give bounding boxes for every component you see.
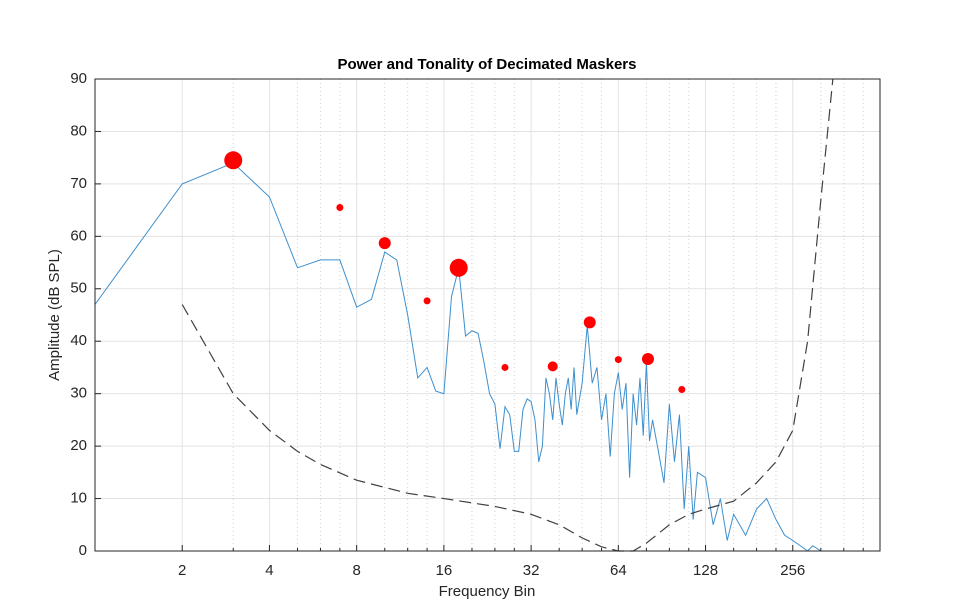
masker-point	[583, 316, 596, 329]
masker-point	[449, 258, 468, 277]
x-tick-label: 256	[780, 562, 805, 579]
y-tick-label: 10	[70, 490, 87, 507]
masker-point	[614, 356, 622, 364]
y-tick-label: 70	[70, 175, 87, 192]
y-tick-label: 80	[70, 122, 87, 139]
plot-area	[95, 79, 880, 551]
masker-point	[547, 361, 558, 372]
grid	[95, 78, 880, 552]
y-tick-label: 20	[70, 437, 87, 454]
chart-title: Power and Tonality of Decimated Maskers	[338, 56, 637, 73]
y-axis-label: Amplitude (dB SPL)	[46, 249, 63, 381]
x-tick-label: 128	[693, 562, 718, 579]
y-tick-label: 40	[70, 332, 87, 349]
y-tick-label: 50	[70, 280, 87, 297]
x-tick-label: 16	[436, 562, 453, 579]
masker-point	[224, 151, 243, 170]
masker-point	[378, 237, 391, 250]
x-tick-label: 8	[352, 562, 360, 579]
spectrum-line	[94, 162, 880, 552]
masker-point	[336, 203, 344, 211]
y-tick-label: 60	[70, 227, 87, 244]
masker-point	[501, 363, 509, 371]
masker-point	[641, 353, 654, 366]
x-tick-label: 32	[523, 562, 540, 579]
x-tick-label: 2	[178, 562, 186, 579]
x-tick-label: 4	[265, 562, 273, 579]
ticks: 0 10 20 30 40 50 60 70 80 90 2 4 8 16 32 64 128 256	[70, 70, 864, 579]
x-tick-label: 64	[610, 562, 627, 579]
axes-box	[94, 78, 881, 552]
marks	[94, 78, 880, 552]
y-tick-label: 30	[70, 385, 87, 402]
x-axis-label: Frequency Bin	[439, 583, 536, 600]
masker-point	[423, 297, 431, 305]
threshold-line	[181, 78, 834, 552]
y-tick-label: 0	[79, 542, 87, 559]
masker-point	[678, 385, 686, 393]
y-tick-label: 90	[70, 70, 87, 87]
